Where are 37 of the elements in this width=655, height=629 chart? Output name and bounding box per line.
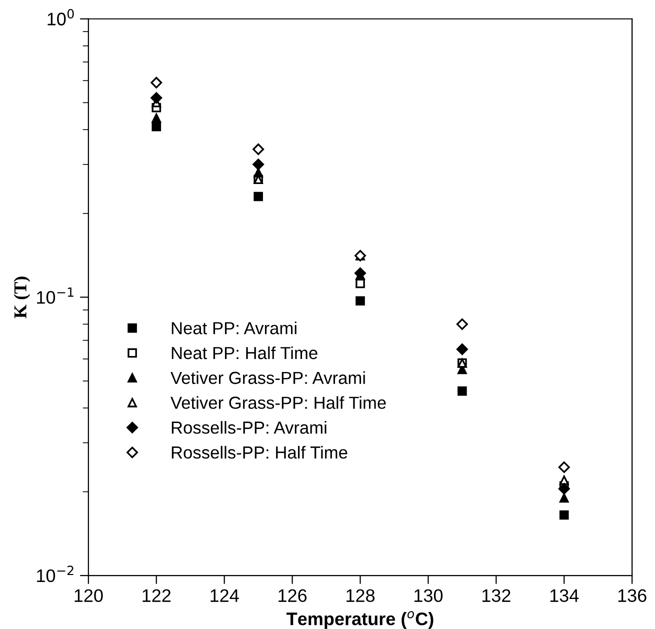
point	[150, 92, 162, 104]
point	[559, 493, 569, 503]
point	[456, 318, 468, 330]
x-tick-label: 128	[346, 589, 375, 602]
point	[252, 144, 264, 156]
point	[356, 278, 365, 288]
x-tick-label: 124	[210, 589, 239, 602]
legend-label: Vetiver Grass-PP: Avrami	[170, 371, 365, 384]
point	[356, 296, 365, 306]
point	[559, 510, 569, 520]
y-tick-label: 10$^{−1}$	[37, 287, 74, 304]
legend-label: Rossells-PP: Avrami	[172, 421, 326, 434]
x-tick-label: 120	[74, 589, 103, 602]
x-tick-label: 134	[550, 589, 579, 602]
point	[152, 113, 162, 123]
legend-label: Vetiver Grass-PP: Half Time	[170, 396, 386, 409]
legend-label: Rossells-PP: Half Time	[172, 446, 348, 459]
point	[458, 386, 467, 396]
point	[152, 122, 162, 132]
point	[559, 476, 569, 485]
point	[558, 483, 570, 495]
point	[150, 76, 162, 88]
point	[456, 344, 468, 356]
x-tick-label: 136	[618, 589, 646, 602]
x-tick-label: 130	[414, 589, 443, 602]
x-tick-label: 122	[142, 589, 171, 602]
y-tick-label: 10$^{−2}$	[37, 566, 74, 582]
y-tick-label: 10$^{0}$	[48, 8, 74, 26]
legend-label: Neat PP: Half Time	[172, 346, 318, 360]
point	[558, 461, 570, 473]
y-axis-title: K (T)	[14, 276, 30, 318]
x-tick-label: 132	[482, 589, 510, 602]
point	[254, 192, 263, 202]
x-axis-title: Temperature ($^{o}$C)	[286, 611, 434, 629]
x-tick-label: 126	[278, 589, 307, 602]
legend-label: Neat PP: Avrami	[172, 322, 296, 334]
point	[252, 158, 264, 170]
